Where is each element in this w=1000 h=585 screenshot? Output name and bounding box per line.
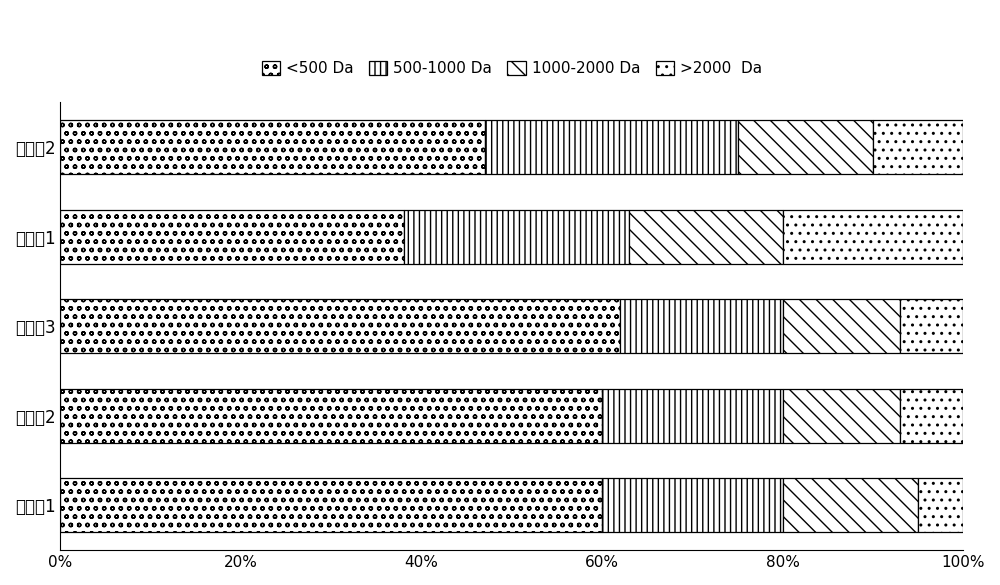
Bar [873,121,963,174]
Bar [60,300,620,353]
Bar [783,300,900,353]
Bar [738,121,873,174]
Bar [783,479,918,532]
Bar [602,479,783,532]
Bar [900,300,963,353]
Bar [60,121,485,174]
Bar [918,479,963,532]
Bar [60,479,602,532]
Bar [783,389,900,443]
Bar [60,210,404,264]
Bar [620,300,783,353]
Bar [602,389,783,443]
Bar [783,210,963,264]
Bar [485,121,738,174]
Legend: <500 Da, 500-1000 Da, 1000-2000 Da, >2000  Da: <500 Da, 500-1000 Da, 1000-2000 Da, >200… [257,56,767,81]
Bar [900,389,963,443]
Bar [629,210,783,264]
Bar [404,210,629,264]
Bar [60,389,602,443]
